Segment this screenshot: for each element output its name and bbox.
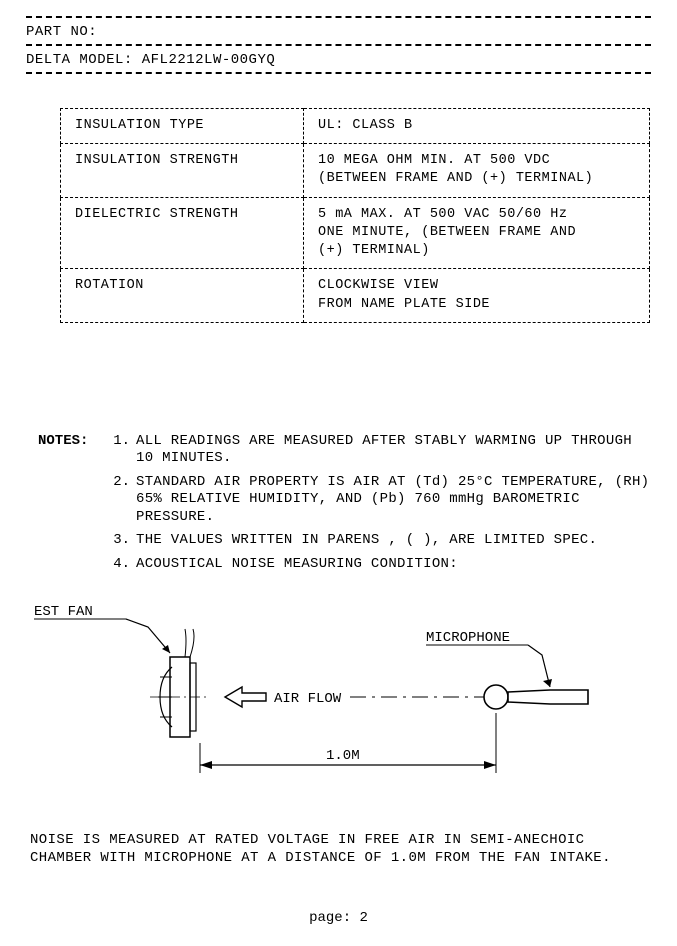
model-label: DELTA MODEL: — [26, 52, 133, 68]
list-item: 3. THE VALUES WRITTEN IN PARENS , ( ), AR… — [110, 532, 650, 550]
table-cell-value: 10 MEGA OHM MIN. AT 500 VDC (BETWEEN FRA… — [304, 144, 650, 197]
table-cell-label: INSULATION STRENGTH — [61, 144, 304, 197]
table-row: INSULATION STRENGTH10 MEGA OHM MIN. AT 5… — [61, 144, 650, 197]
page: PART NO: DELTA MODEL: AFL2212LW-00GYQ IN… — [0, 0, 677, 946]
table-cell-label: ROTATION — [61, 269, 304, 322]
list-item-number: 4. — [110, 556, 130, 574]
notes-label: NOTES: — [38, 433, 110, 449]
list-item-text: STANDARD AIR PROPERTY IS AIR AT (Td) 25°… — [136, 474, 650, 527]
dimension-line — [200, 713, 496, 773]
list-item: 2.STANDARD AIR PROPERTY IS AIR AT (Td) 2… — [110, 474, 650, 527]
list-item: 4. ACOUSTICAL NOISE MEASURING CONDITION: — [110, 556, 650, 574]
list-item-text: ALL READINGS ARE MEASURED AFTER STABLY W… — [136, 433, 650, 468]
list-item-text: THE VALUES WRITTEN IN PARENS , ( ), ARE … — [136, 532, 597, 550]
list-item-number: 2. — [110, 474, 130, 527]
notes-section: NOTES: 1.ALL READINGS ARE MEASURED AFTER… — [38, 433, 651, 580]
airflow-label: AIR FLOW — [274, 691, 342, 707]
airflow-arrow-icon — [225, 687, 266, 707]
table-cell-label: INSULATION TYPE — [61, 109, 304, 144]
table-row: ROTATIONCLOCKWISE VIEW FROM NAME PLATE S… — [61, 269, 650, 322]
fan-leader-arrow — [162, 645, 170, 653]
list-item-number: 1. — [110, 433, 130, 468]
page-number: page: 2 — [26, 910, 651, 926]
table-cell-label: DIELECTRIC STRENGTH — [61, 197, 304, 269]
fan-leader — [126, 619, 170, 653]
model-value: AFL2212LW-00GYQ — [142, 52, 276, 68]
table-cell-value: UL: CLASS B — [304, 109, 650, 144]
diagram-svg: EST FAN — [30, 597, 650, 797]
mic-leader-arrow — [543, 679, 552, 687]
table-cell-value: 5 mA MAX. AT 500 VAC 50/60 Hz ONE MINUTE… — [304, 197, 650, 269]
notes-list: 1.ALL READINGS ARE MEASURED AFTER STABLY… — [110, 433, 650, 580]
part-no-row: PART NO: — [26, 18, 651, 44]
spec-table-body: INSULATION TYPEUL: CLASS BINSULATION STR… — [61, 109, 650, 323]
noise-diagram: EST FAN — [30, 597, 650, 797]
distance-label: 1.0M — [326, 748, 360, 764]
fan-label: EST FAN — [34, 604, 93, 620]
microphone-icon — [484, 685, 588, 709]
mic-label: MICROPHONE — [426, 630, 510, 646]
list-item: 1.ALL READINGS ARE MEASURED AFTER STABLY… — [110, 433, 650, 468]
model-row: DELTA MODEL: AFL2212LW-00GYQ — [26, 46, 651, 72]
fan-icon — [150, 629, 210, 737]
table-cell-value: CLOCKWISE VIEW FROM NAME PLATE SIDE — [304, 269, 650, 322]
list-item-number: 3. — [110, 532, 130, 550]
table-row: DIELECTRIC STRENGTH5 mA MAX. AT 500 VAC … — [61, 197, 650, 269]
footer-note: NOISE IS MEASURED AT RATED VOLTAGE IN FR… — [30, 831, 647, 867]
divider-bottom — [26, 72, 651, 74]
spec-table: INSULATION TYPEUL: CLASS BINSULATION STR… — [60, 108, 650, 323]
part-no-label: PART NO: — [26, 24, 97, 40]
table-row: INSULATION TYPEUL: CLASS B — [61, 109, 650, 144]
list-item-text: ACOUSTICAL NOISE MEASURING CONDITION: — [136, 556, 458, 574]
